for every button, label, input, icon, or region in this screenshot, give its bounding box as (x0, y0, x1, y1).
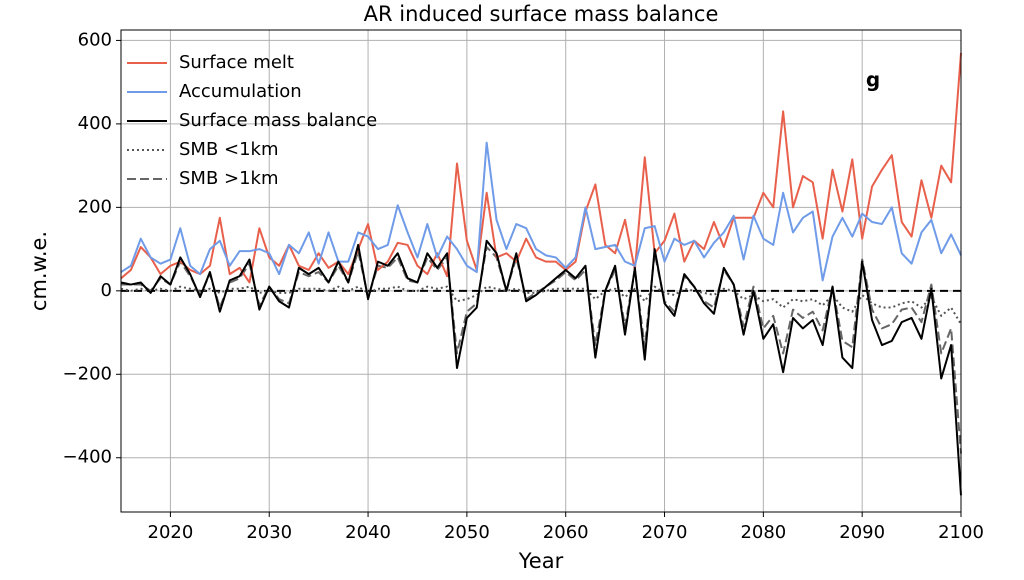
series-line (120, 141, 962, 282)
chart-title: AR induced surface mass balance (364, 2, 719, 26)
x-tick-label: 2100 (938, 522, 984, 543)
y-tick-label: 0 (101, 280, 112, 301)
plot-frame (120, 29, 962, 513)
x-tick-label: 2090 (839, 522, 885, 543)
x-tick-label: 2080 (740, 522, 786, 543)
series-line (120, 52, 962, 284)
series-line (120, 285, 962, 325)
x-tick-label: 2050 (444, 522, 490, 543)
x-tick-label: 2070 (642, 522, 688, 543)
x-axis-label: Year (518, 549, 564, 573)
legend-label: SMB <1km (179, 139, 279, 160)
x-tick-label: 2060 (543, 522, 589, 543)
y-tick-label: 400 (78, 113, 112, 134)
y-tick-label: 200 (78, 196, 112, 217)
y-tick-label: −200 (63, 363, 112, 384)
y-tick-label: 600 (78, 29, 112, 50)
legend-label: Surface melt (179, 52, 294, 73)
y-tick-label: −400 (63, 447, 112, 468)
legend-label: Accumulation (179, 81, 302, 102)
x-tick-label: 2030 (246, 522, 292, 543)
series-line (120, 239, 962, 496)
x-tick-label: 2040 (345, 522, 391, 543)
legend-label: SMB >1km (179, 168, 279, 189)
legend-label: Surface mass balance (179, 110, 377, 131)
annotation: g (866, 68, 880, 92)
x-tick-label: 2020 (148, 522, 194, 543)
y-axis-label: cm.w.e. (27, 231, 51, 311)
